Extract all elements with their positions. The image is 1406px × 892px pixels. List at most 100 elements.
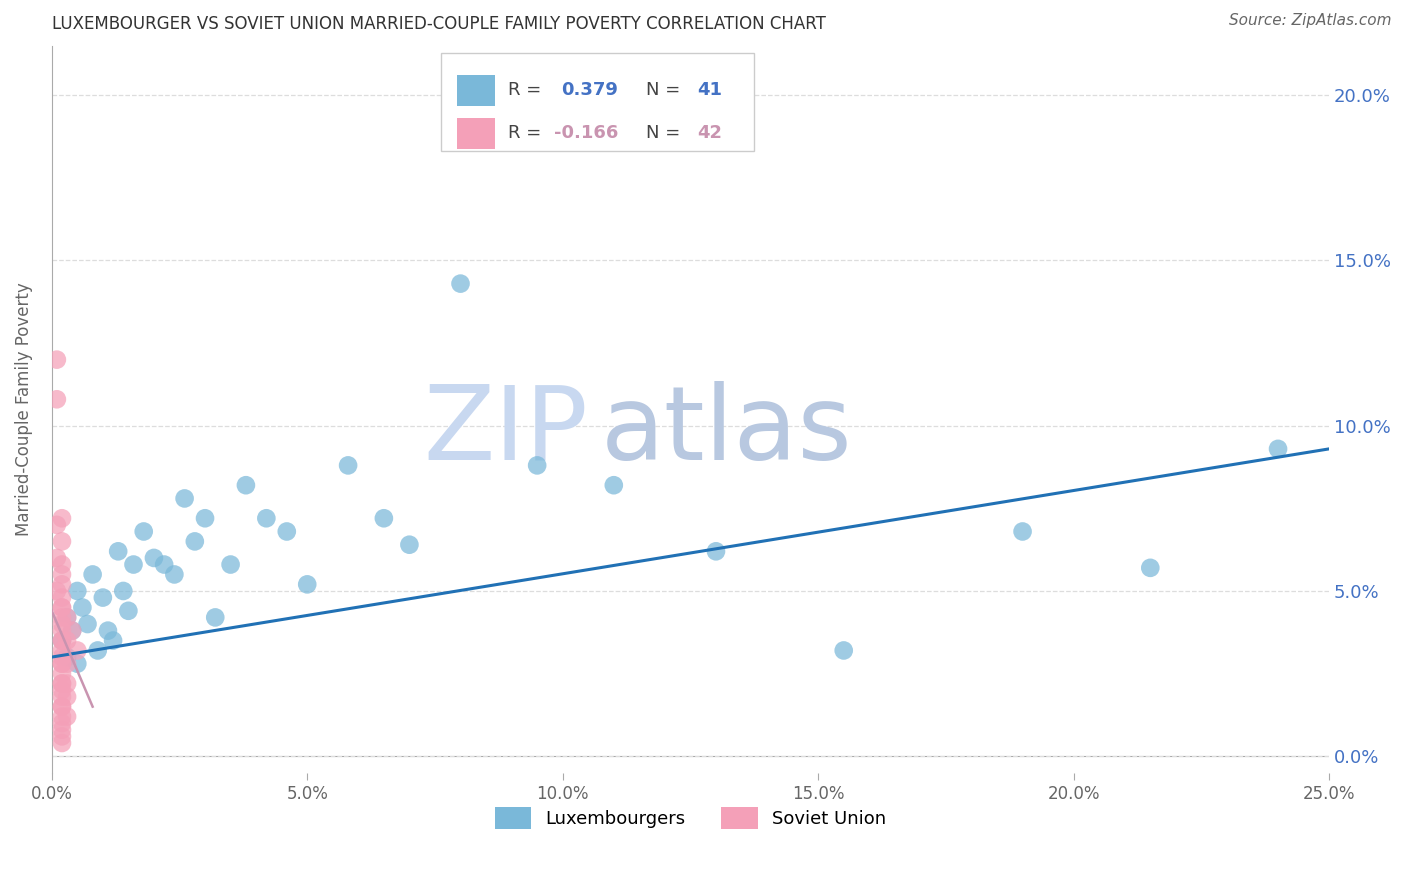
Point [51,699,73,714]
Text: R =: R = [508,124,547,143]
Point [51,600,73,615]
Point [219,558,242,572]
Legend: Luxembourgers, Soviet Union: Luxembourgers, Soviet Union [488,800,893,837]
Point [51,716,73,731]
Point [51,577,73,591]
Point [51,610,73,624]
Point [51,617,73,632]
Point [51,633,73,648]
Point [163,567,186,582]
Point [51,558,73,572]
Point [56,650,79,665]
Point [51,633,73,648]
Point [194,511,217,525]
Point [51,657,73,671]
FancyBboxPatch shape [441,53,754,151]
Point [51,736,73,750]
Point [184,534,207,549]
Point [107,544,129,558]
Point [254,511,277,525]
Point [51,690,73,704]
Point [56,690,79,704]
Point [132,524,155,539]
Point [56,610,79,624]
Point [56,657,79,671]
Point [82,567,104,582]
Point [51,676,73,690]
Text: N =: N = [645,81,686,99]
Point [56,709,79,723]
Point [142,550,165,565]
Point [603,478,626,492]
Point [51,643,73,657]
Point [45,352,67,367]
Point [1267,442,1289,456]
Point [112,584,135,599]
Point [66,584,89,599]
Point [276,524,298,539]
Point [60,624,83,638]
Point [56,633,79,648]
Point [51,650,73,665]
Point [51,511,73,525]
Point [51,534,73,549]
Point [1139,561,1161,575]
Text: atlas: atlas [600,381,853,482]
Point [51,600,73,615]
Point [45,550,67,565]
Point [526,458,548,473]
Text: Source: ZipAtlas.com: Source: ZipAtlas.com [1229,13,1392,29]
Text: R =: R = [508,81,547,99]
Point [235,478,257,492]
Point [153,558,176,572]
Point [56,676,79,690]
Text: N =: N = [645,124,686,143]
Point [1011,524,1033,539]
Point [101,633,124,648]
Point [398,538,420,552]
Point [51,633,73,648]
Point [832,643,855,657]
Point [51,624,73,638]
Point [51,567,73,582]
Point [87,643,110,657]
Point [91,591,114,605]
Point [204,610,226,624]
Point [117,604,139,618]
Point [297,577,319,591]
Point [122,558,145,572]
Point [56,610,79,624]
Point [450,277,472,291]
Text: -0.166: -0.166 [554,124,619,143]
Point [66,643,89,657]
Point [51,666,73,681]
Point [51,657,73,671]
Point [373,511,395,525]
Point [45,584,67,599]
Point [51,676,73,690]
Point [704,544,727,558]
Point [51,699,73,714]
Point [76,617,98,632]
Point [60,624,83,638]
Y-axis label: Married-Couple Family Poverty: Married-Couple Family Poverty [15,283,32,536]
Point [337,458,360,473]
Text: 0.379: 0.379 [561,81,619,99]
Text: 42: 42 [697,124,721,143]
Bar [457,75,495,105]
Point [173,491,195,506]
Text: LUXEMBOURGER VS SOVIET UNION MARRIED-COUPLE FAMILY POVERTY CORRELATION CHART: LUXEMBOURGER VS SOVIET UNION MARRIED-COU… [52,15,825,33]
Point [66,657,89,671]
Point [45,392,67,407]
Bar [457,118,495,149]
Text: 41: 41 [697,81,721,99]
Point [72,600,94,615]
Point [45,517,67,532]
Point [97,624,120,638]
Point [51,709,73,723]
Point [51,730,73,744]
Point [51,683,73,698]
Point [51,591,73,605]
Point [51,723,73,737]
Text: ZIP: ZIP [423,381,588,482]
